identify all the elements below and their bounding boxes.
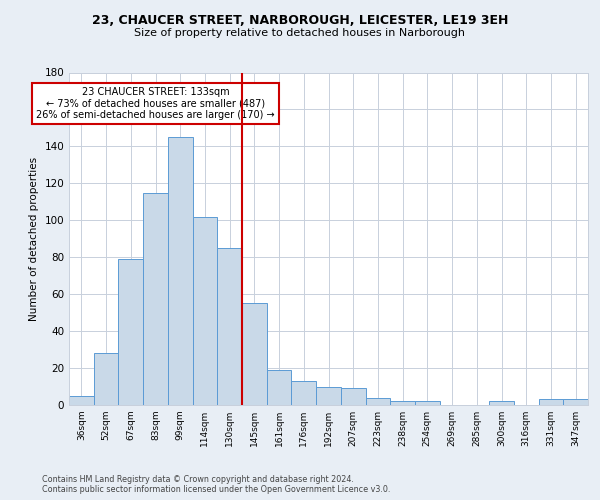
- Bar: [143, 192, 168, 405]
- Bar: [316, 386, 341, 405]
- Bar: [118, 259, 143, 405]
- Bar: [267, 370, 292, 405]
- Bar: [539, 400, 563, 405]
- Bar: [94, 354, 118, 405]
- Bar: [69, 396, 94, 405]
- Text: 23 CHAUCER STREET: 133sqm
← 73% of detached houses are smaller (487)
26% of semi: 23 CHAUCER STREET: 133sqm ← 73% of detac…: [36, 88, 275, 120]
- Y-axis label: Number of detached properties: Number of detached properties: [29, 156, 39, 321]
- Bar: [242, 304, 267, 405]
- Bar: [193, 216, 217, 405]
- Text: Contains public sector information licensed under the Open Government Licence v3: Contains public sector information licen…: [42, 485, 391, 494]
- Text: Contains HM Land Registry data © Crown copyright and database right 2024.: Contains HM Land Registry data © Crown c…: [42, 475, 354, 484]
- Bar: [415, 402, 440, 405]
- Bar: [168, 137, 193, 405]
- Bar: [563, 400, 588, 405]
- Bar: [217, 248, 242, 405]
- Text: Size of property relative to detached houses in Narborough: Size of property relative to detached ho…: [134, 28, 466, 38]
- Bar: [341, 388, 365, 405]
- Bar: [365, 398, 390, 405]
- Text: 23, CHAUCER STREET, NARBOROUGH, LEICESTER, LE19 3EH: 23, CHAUCER STREET, NARBOROUGH, LEICESTE…: [92, 14, 508, 27]
- Bar: [489, 402, 514, 405]
- Bar: [390, 402, 415, 405]
- Bar: [292, 381, 316, 405]
